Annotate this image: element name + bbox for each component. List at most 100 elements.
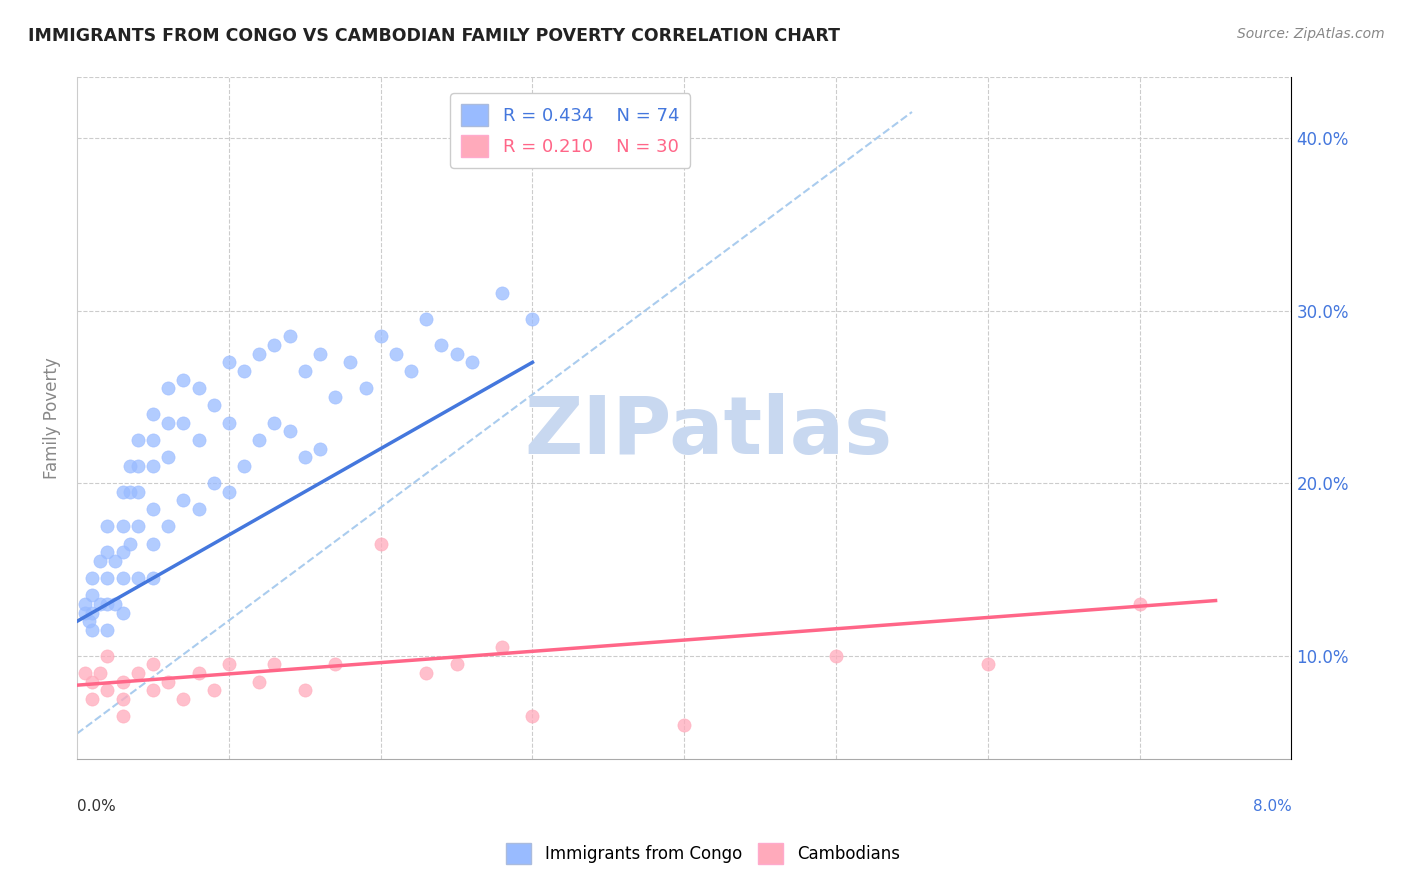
Point (294, 683, 316, 698)
Point (218, 416, 240, 430)
Point (522, 312, 544, 326)
Point (187, 433, 209, 447)
Point (96, 623, 118, 637)
Text: 0.0%: 0.0% (77, 799, 115, 814)
Point (172, 493, 194, 508)
Point (323, 657, 346, 672)
Point (522, 709, 544, 723)
Point (218, 484, 240, 499)
Text: 8.0%: 8.0% (1253, 799, 1292, 814)
Point (370, 329, 392, 343)
Point (157, 381, 180, 395)
Text: ZIPatlas: ZIPatlas (524, 393, 893, 471)
Point (187, 666, 209, 681)
Point (491, 286, 513, 301)
Point (142, 407, 165, 421)
Point (89, 554, 111, 568)
Point (825, 648, 848, 663)
Point (82, 623, 104, 637)
Point (96, 545, 118, 559)
Point (142, 502, 165, 516)
Point (263, 338, 285, 352)
Point (111, 606, 134, 620)
Point (77, 614, 100, 628)
Point (104, 597, 127, 611)
Point (142, 433, 165, 447)
Point (142, 536, 165, 550)
Point (104, 554, 127, 568)
Point (111, 484, 134, 499)
Point (111, 519, 134, 533)
Legend: Immigrants from Congo, Cambodians: Immigrants from Congo, Cambodians (499, 837, 907, 871)
Point (111, 692, 134, 706)
Point (415, 666, 437, 681)
Point (111, 674, 134, 689)
Point (89, 666, 111, 681)
Point (1129, 597, 1152, 611)
Point (354, 381, 377, 395)
Point (370, 536, 392, 550)
Point (157, 674, 180, 689)
Y-axis label: Family Poverty: Family Poverty (44, 358, 60, 479)
Point (127, 433, 149, 447)
Point (82, 606, 104, 620)
Point (172, 692, 194, 706)
Point (491, 640, 513, 655)
Point (385, 346, 408, 360)
Text: Source: ZipAtlas.com: Source: ZipAtlas.com (1237, 27, 1385, 41)
Point (82, 692, 104, 706)
Point (172, 373, 194, 387)
Point (142, 458, 165, 473)
Point (89, 597, 111, 611)
Point (127, 519, 149, 533)
Point (187, 381, 209, 395)
Point (73, 606, 96, 620)
Point (142, 683, 165, 698)
Point (120, 458, 142, 473)
Point (673, 718, 696, 732)
Point (127, 484, 149, 499)
Point (82, 674, 104, 689)
Point (127, 666, 149, 681)
Point (430, 338, 453, 352)
Point (278, 329, 301, 343)
Point (218, 657, 240, 672)
Point (263, 657, 285, 672)
Point (323, 390, 346, 404)
Point (187, 502, 209, 516)
Point (96, 683, 118, 698)
Point (111, 709, 134, 723)
Point (82, 571, 104, 585)
Point (142, 571, 165, 585)
Point (247, 346, 270, 360)
Point (233, 458, 256, 473)
Point (111, 545, 134, 559)
Text: IMMIGRANTS FROM CONGO VS CAMBODIAN FAMILY POVERTY CORRELATION CHART: IMMIGRANTS FROM CONGO VS CAMBODIAN FAMIL… (28, 27, 841, 45)
Point (96, 648, 118, 663)
Point (127, 458, 149, 473)
Point (399, 364, 422, 378)
Point (142, 657, 165, 672)
Point (127, 571, 149, 585)
Point (157, 416, 180, 430)
Point (294, 364, 316, 378)
Point (202, 476, 225, 491)
Point (202, 399, 225, 413)
Point (977, 657, 1000, 672)
Point (73, 597, 96, 611)
Point (309, 442, 332, 456)
Point (218, 355, 240, 369)
Point (120, 484, 142, 499)
Point (96, 519, 118, 533)
Point (461, 355, 484, 369)
Point (157, 450, 180, 465)
Point (309, 346, 332, 360)
Point (73, 666, 96, 681)
Point (294, 450, 316, 465)
Point (96, 571, 118, 585)
Point (247, 674, 270, 689)
Point (202, 683, 225, 698)
Point (157, 519, 180, 533)
Legend: R = 0.434    N = 74, R = 0.210    N = 30: R = 0.434 N = 74, R = 0.210 N = 30 (450, 94, 690, 168)
Point (446, 657, 468, 672)
